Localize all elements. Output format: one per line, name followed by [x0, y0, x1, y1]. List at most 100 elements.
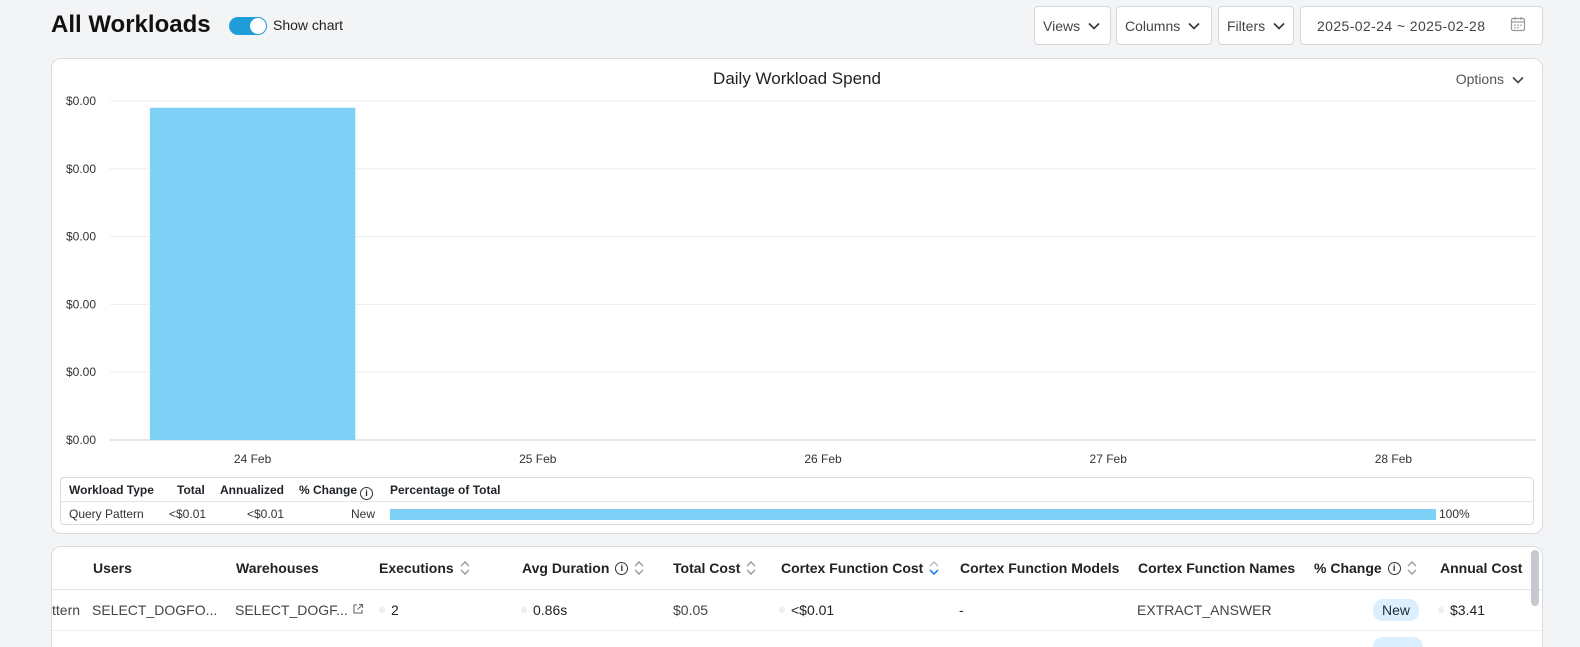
views-label: Views [1043, 17, 1081, 34]
views-button[interactable]: Views [1034, 6, 1111, 45]
sort-desc-icon[interactable] [929, 560, 939, 576]
users-header-label: Users [93, 560, 132, 576]
y-tick-label: $0.00 [66, 94, 96, 108]
page-title: All Workloads [51, 11, 211, 38]
sort-icon[interactable] [634, 560, 644, 576]
column-header-annual-cost[interactable]: Annual Cost [1440, 560, 1532, 576]
y-tick-label: $0.00 [66, 433, 96, 447]
info-icon[interactable]: i [1387, 561, 1401, 575]
chevron-down-icon [1087, 19, 1101, 33]
toggle-knob [250, 18, 266, 34]
columns-label: Columns [1125, 17, 1181, 34]
summary-header-workload-type: Workload Type [69, 483, 154, 497]
x-tick-label: 27 Feb [1090, 452, 1128, 466]
column-header-total-cost[interactable]: Total Cost [673, 560, 756, 576]
chart-options-button[interactable]: Options [1456, 71, 1524, 87]
chart-bar [149, 107, 356, 440]
chart-card: Daily Workload Spend Options $0.00 $0.00 $… [51, 58, 1543, 534]
summary-header-total: Total [177, 483, 205, 497]
summary-annualized: <$0.01 [247, 507, 285, 521]
column-header-pct-change[interactable]: % Change i [1314, 560, 1417, 576]
annual-cost-header-label: Annual Cost [1440, 560, 1523, 576]
cortex-function-cost-cell: <$0.01 [779, 602, 834, 618]
chevron-down-icon [1512, 71, 1524, 87]
show-chart-label: Show chart [273, 17, 344, 33]
summary-header-pct-change: % Change i [299, 483, 374, 500]
row-divider [52, 630, 1542, 631]
cortex-function-models-cell: - [959, 602, 964, 618]
x-tick-label: 26 Feb [804, 452, 842, 466]
summary-pct-change: New [351, 507, 376, 521]
executions-cell: 2 [379, 602, 399, 618]
status-badge [1373, 637, 1423, 647]
workload-name-cell: ttern [52, 602, 81, 618]
executions-value: 2 [391, 602, 399, 618]
table-header-divider [52, 589, 1542, 590]
column-header-cortex-function-models[interactable]: Cortex Function Models [960, 560, 1119, 576]
cortex-function-cost-header-label: Cortex Function Cost [781, 560, 924, 576]
y-tick-label: $0.00 [66, 365, 96, 379]
workloads-table: Users Warehouses Executions Avg Duration… [51, 546, 1543, 647]
external-link-icon[interactable] [352, 602, 364, 618]
users-cell: SELECT_DOGFO... [92, 602, 218, 618]
dot-indicator [521, 607, 527, 613]
column-header-users[interactable]: Users [93, 560, 132, 576]
y-tick-label: $0.00 [66, 297, 96, 311]
cortex-function-names-cell: EXTRACT_ANSWER [1137, 602, 1272, 618]
warehouses-value: SELECT_DOGF... [235, 602, 348, 618]
calendar-icon [1510, 16, 1526, 35]
daily-spend-chart: $0.00 $0.00 $0.00 $0.00 $0.00 $0.00 24 Feb 25 F… [66, 94, 1536, 466]
sort-icon[interactable] [460, 560, 470, 576]
percentage-bar [390, 509, 1436, 520]
x-tick-label: 25 Feb [519, 452, 557, 466]
chevron-down-icon [1187, 19, 1201, 33]
sort-icon[interactable] [746, 560, 756, 576]
summary-workload-type: Query Pattern [69, 507, 144, 521]
sort-icon[interactable] [1407, 560, 1417, 576]
show-chart-toggle[interactable] [229, 17, 267, 35]
cortex-function-cost-value: <$0.01 [791, 602, 835, 618]
executions-header-label: Executions [379, 560, 454, 576]
filters-button[interactable]: Filters [1218, 6, 1294, 45]
summary-total: <$0.01 [169, 507, 207, 521]
chevron-down-icon [1272, 19, 1285, 33]
summary-pct-of-total: 100% [1439, 507, 1470, 521]
summary-row: Query Pattern <$0.01 <$0.01 New 100% [61, 502, 1533, 526]
vertical-scrollbar[interactable] [1531, 550, 1539, 606]
summary-header-row: Workload Type Total Annualized % Change i… [61, 478, 1533, 502]
annual-cost-value: $3.41 [1450, 602, 1486, 618]
column-header-warehouses[interactable]: Warehouses [236, 560, 319, 576]
column-header-cortex-function-names[interactable]: Cortex Function Names [1138, 560, 1295, 576]
summary-header-pct-change-label: % Change [299, 483, 358, 497]
pct-change-header-label: % Change [1314, 560, 1382, 576]
status-badge: New [1373, 599, 1420, 621]
y-tick-label: $0.00 [66, 162, 96, 176]
cortex-function-models-header-label: Cortex Function Models [960, 560, 1120, 576]
options-label: Options [1455, 71, 1504, 87]
filters-label: Filters [1227, 17, 1266, 34]
warehouses-cell[interactable]: SELECT_DOGF... [235, 602, 364, 618]
avg-duration-header-label: Avg Duration [522, 560, 610, 576]
info-icon[interactable]: i [615, 561, 629, 575]
x-tick-label: 28 Feb [1375, 452, 1413, 466]
column-header-executions[interactable]: Executions [379, 560, 470, 576]
pct-change-cell: New [1373, 599, 1420, 621]
dot-indicator [1438, 607, 1444, 613]
info-icon[interactable]: i [360, 486, 374, 500]
summary-header-annualized: Annualized [220, 483, 285, 497]
warehouses-header-label: Warehouses [236, 560, 319, 576]
chart-title: Daily Workload Spend [713, 69, 881, 88]
avg-duration-value: 0.86s [533, 602, 568, 618]
column-header-cortex-function-cost[interactable]: Cortex Function Cost [781, 560, 939, 576]
page-header: All Workloads Show chart Views Columns F… [51, 0, 1543, 52]
date-range-value: 2025-02-24 ~ 2025-02-28 [1317, 17, 1486, 34]
column-header-avg-duration[interactable]: Avg Duration i [522, 560, 644, 576]
dot-indicator [379, 607, 385, 613]
x-tick-label: 24 Feb [234, 452, 272, 466]
annual-cost-cell: $3.41 [1438, 602, 1485, 618]
columns-button[interactable]: Columns [1116, 6, 1212, 45]
table-row[interactable]: ttern SELECT_DOGFO... SELECT_DOGF... 2 0… [52, 590, 1542, 630]
date-range-picker[interactable]: 2025-02-24 ~ 2025-02-28 [1300, 6, 1543, 45]
avg-duration-cell: 0.86s [521, 602, 567, 618]
y-tick-label: $0.00 [66, 230, 96, 244]
